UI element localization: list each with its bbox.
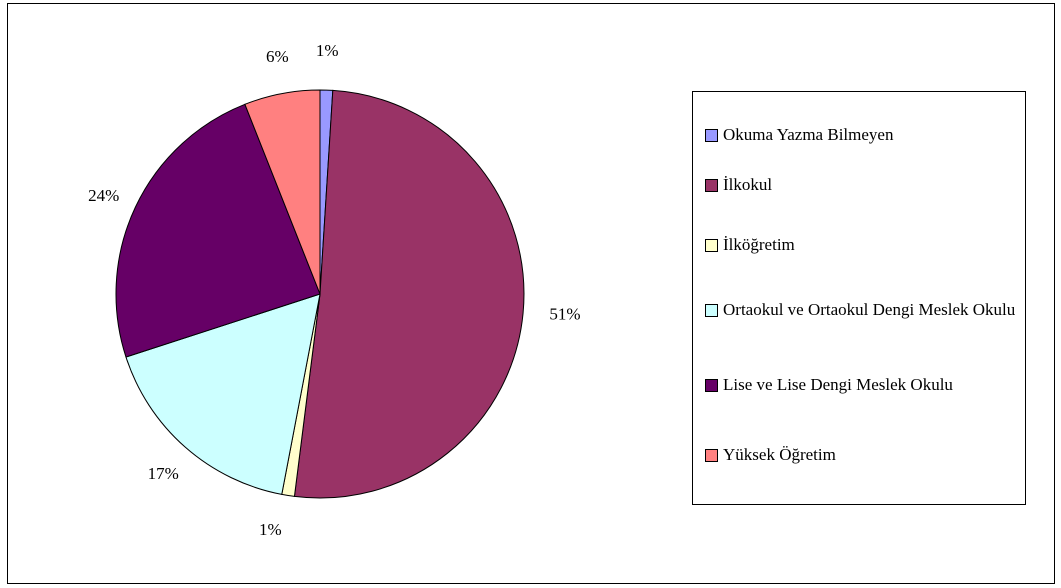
legend-swatch: [705, 449, 718, 462]
data-label: 6%: [266, 47, 289, 66]
legend-item-okuma-yazma-bilmeyen: Okuma Yazma Bilmeyen: [705, 122, 1019, 148]
legend-label: Okuma Yazma Bilmeyen: [723, 125, 894, 144]
legend-swatch: [705, 179, 718, 192]
legend-item-ilkogretim: İlköğretim: [705, 232, 1019, 258]
legend-swatch: [705, 239, 718, 252]
data-label: 51%: [549, 304, 580, 323]
legend-swatch: [705, 304, 718, 317]
pie-slice: [115, 103, 321, 358]
legend: Okuma Yazma Bilmeyen İlkokul İlköğretim …: [692, 91, 1026, 505]
legend-label: İlkokul: [723, 175, 773, 194]
pie-slice: [125, 293, 321, 495]
legend-label: İlköğretim: [723, 235, 795, 254]
pie-slice: [293, 89, 525, 499]
data-label: 1%: [316, 41, 339, 60]
legend-item-ortaokul: Ortaokul ve Ortaokul Dengi Meslek Okulu: [705, 297, 1019, 323]
legend-label: Yüksek Öğretim: [723, 445, 836, 464]
pie-slice: [244, 89, 321, 295]
legend-swatch: [705, 379, 718, 392]
data-label: 1%: [259, 520, 282, 539]
legend-item-lise: Lise ve Lise Dengi Meslek Okulu: [705, 372, 1019, 398]
data-label: 17%: [148, 464, 179, 483]
legend-label: Ortaokul ve Ortaokul Dengi Meslek Okulu: [723, 300, 1016, 319]
legend-swatch: [705, 129, 718, 142]
data-label: 24%: [88, 186, 119, 205]
legend-label: Lise ve Lise Dengi Meslek Okulu: [723, 375, 953, 394]
legend-item-ilkokul: İlkokul: [705, 172, 1019, 198]
legend-item-yuksek-ogretim: Yüksek Öğretim: [705, 442, 1019, 468]
